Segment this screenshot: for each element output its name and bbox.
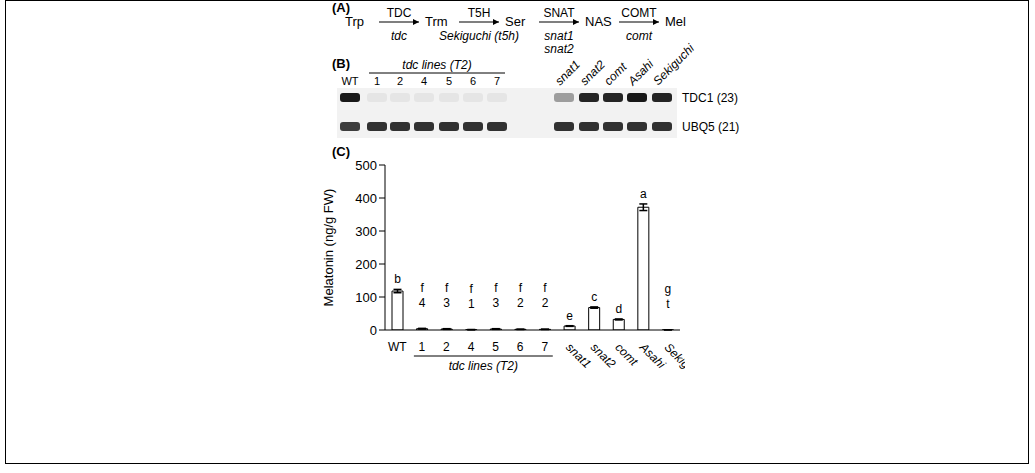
svg-text:1: 1 — [374, 75, 380, 87]
svg-text:snat2: snat2 — [588, 340, 619, 371]
svg-text:Asahi: Asahi — [625, 57, 657, 89]
svg-text:400: 400 — [355, 191, 377, 206]
svg-text:WT: WT — [341, 75, 358, 87]
svg-text:tdc: tdc — [391, 29, 407, 43]
html-text:(C): (C) — [332, 144, 350, 159]
svg-text:comt: comt — [612, 340, 641, 369]
svg-text:4: 4 — [419, 296, 426, 310]
svg-text:f: f — [519, 281, 523, 295]
svg-text:Asahi: Asahi — [636, 340, 668, 372]
svg-text:TDC1 (23): TDC1 (23) — [682, 91, 738, 105]
svg-text:COMT: COMT — [621, 6, 657, 20]
svg-text:snat1: snat1 — [563, 340, 594, 371]
svg-text:Mel: Mel — [665, 14, 686, 29]
svg-text:6: 6 — [470, 75, 476, 87]
svg-text:2: 2 — [443, 340, 450, 354]
svg-text:300: 300 — [355, 224, 377, 239]
svg-text:tdc lines (T2): tdc lines (T2) — [449, 359, 518, 373]
svg-text:b: b — [394, 272, 401, 286]
svg-text:f: f — [470, 282, 474, 296]
svg-text:tdc lines (T2): tdc lines (T2) — [402, 58, 471, 72]
svg-text:c: c — [591, 290, 597, 304]
svg-text:Sekiguchi: Sekiguchi — [650, 41, 697, 88]
svg-text:6: 6 — [517, 340, 524, 354]
svg-text:3: 3 — [492, 296, 499, 310]
svg-text:Ser: Ser — [505, 14, 526, 29]
svg-text:f: f — [445, 281, 449, 295]
svg-text:NAS: NAS — [585, 14, 612, 29]
svg-text:comt: comt — [626, 29, 653, 43]
svg-text:Sekiguchi: Sekiguchi — [662, 340, 685, 387]
svg-text:SNAT: SNAT — [543, 6, 575, 20]
svg-text:7: 7 — [541, 340, 548, 354]
svg-text:200: 200 — [355, 257, 377, 272]
svg-text:4: 4 — [468, 340, 475, 354]
svg-text:f: f — [420, 281, 424, 295]
svg-text:Trm: Trm — [425, 14, 448, 29]
svg-text:TDC: TDC — [387, 6, 412, 20]
svg-text:a: a — [640, 187, 647, 201]
svg-text:f: f — [543, 281, 547, 295]
svg-text:5: 5 — [492, 340, 499, 354]
svg-text:5: 5 — [446, 75, 452, 87]
svg-text:1: 1 — [468, 297, 475, 311]
svg-text:4: 4 — [421, 75, 427, 87]
svg-text:Trp: Trp — [345, 14, 364, 29]
svg-text:3: 3 — [443, 296, 450, 310]
svg-text:2: 2 — [397, 75, 403, 87]
svg-text:g: g — [665, 282, 672, 296]
svg-text:0: 0 — [370, 323, 377, 338]
svg-text:(B): (B) — [332, 56, 350, 71]
svg-text:snat1: snat1 — [544, 29, 573, 43]
svg-text:(A): (A) — [332, 0, 350, 15]
svg-text:2: 2 — [517, 296, 524, 310]
svg-text:100: 100 — [355, 290, 377, 305]
svg-text:t: t — [666, 297, 670, 311]
svg-text:snat2: snat2 — [544, 42, 574, 56]
svg-text:T5H: T5H — [468, 6, 491, 20]
svg-text:Sekiguchi (t5h): Sekiguchi (t5h) — [439, 29, 519, 43]
svg-text:2: 2 — [542, 296, 549, 310]
svg-text:snat2: snat2 — [577, 57, 608, 88]
svg-text:Melatonin (ng/g FW): Melatonin (ng/g FW) — [321, 189, 336, 307]
svg-text:1: 1 — [419, 340, 426, 354]
svg-text:f: f — [494, 281, 498, 295]
svg-text:snat1: snat1 — [552, 57, 583, 88]
svg-text:WT: WT — [388, 340, 407, 354]
svg-text:UBQ5 (21): UBQ5 (21) — [682, 120, 739, 134]
svg-text:e: e — [566, 309, 573, 323]
svg-text:500: 500 — [355, 158, 377, 173]
svg-text:d: d — [615, 302, 622, 316]
svg-text:comt: comt — [601, 59, 630, 88]
svg-text:7: 7 — [494, 75, 500, 87]
